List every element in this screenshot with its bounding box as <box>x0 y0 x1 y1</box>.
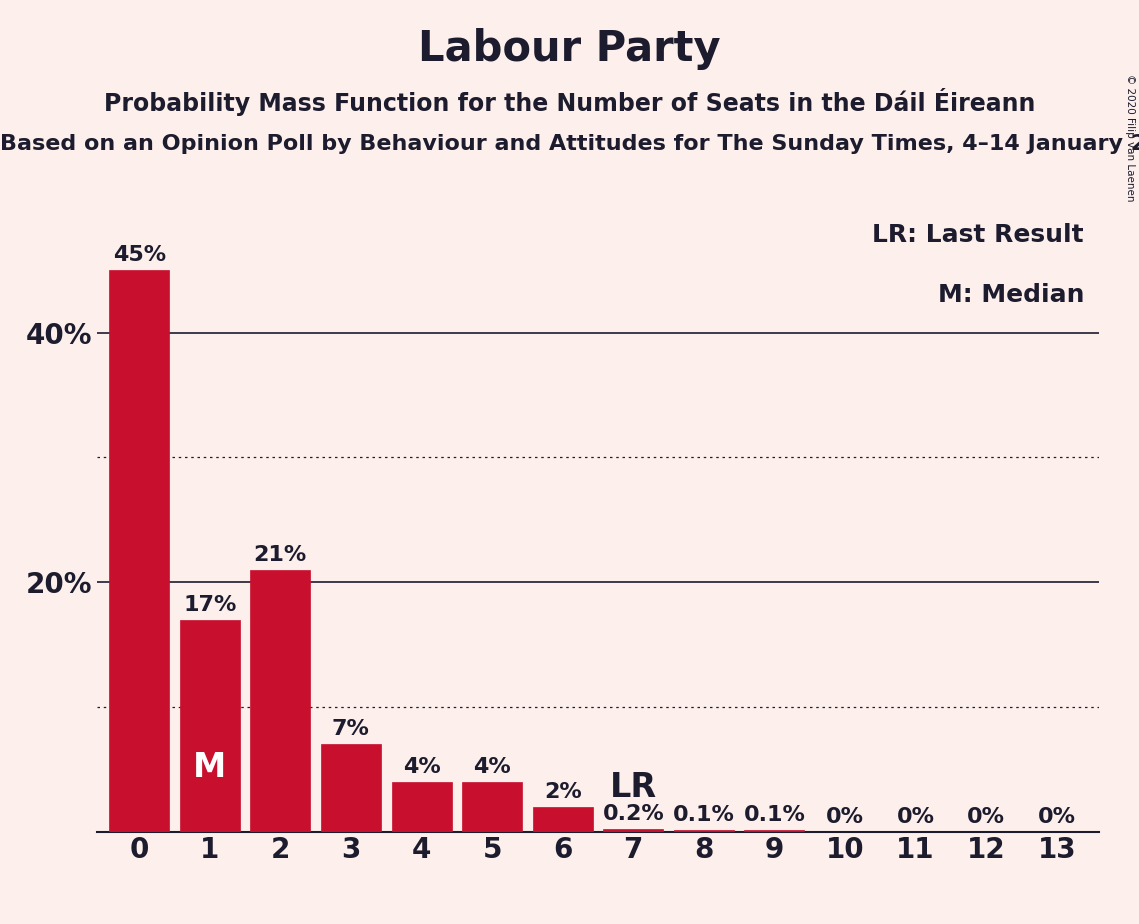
Text: 0.2%: 0.2% <box>603 804 664 824</box>
Text: 45%: 45% <box>113 245 166 265</box>
Bar <box>180 620 239 832</box>
Text: © 2020 Filip van Laenen: © 2020 Filip van Laenen <box>1125 74 1134 201</box>
Text: M: Median: M: Median <box>937 283 1084 307</box>
Text: 21%: 21% <box>254 544 308 565</box>
Text: 0.1%: 0.1% <box>673 806 735 825</box>
Bar <box>462 782 522 832</box>
Bar <box>251 569 310 832</box>
Text: 7%: 7% <box>331 719 370 739</box>
Text: 0%: 0% <box>967 807 1006 827</box>
Text: LR: LR <box>609 772 657 804</box>
Text: Labour Party: Labour Party <box>418 28 721 69</box>
Bar <box>109 270 170 832</box>
Bar <box>674 831 734 832</box>
Text: 17%: 17% <box>183 594 237 614</box>
Text: Probability Mass Function for the Number of Seats in the Dáil Éireann: Probability Mass Function for the Number… <box>104 88 1035 116</box>
Bar <box>604 829 663 832</box>
Text: M: M <box>194 751 227 784</box>
Text: 4%: 4% <box>402 757 441 777</box>
Text: 4%: 4% <box>473 757 511 777</box>
Text: 0%: 0% <box>896 807 935 827</box>
Bar <box>745 831 804 832</box>
Text: 0%: 0% <box>1038 807 1075 827</box>
Text: LR: Last Result: LR: Last Result <box>872 224 1084 248</box>
Text: Based on an Opinion Poll by Behaviour and Attitudes for The Sunday Times, 4–14 J: Based on an Opinion Poll by Behaviour an… <box>0 134 1139 154</box>
Text: 0.1%: 0.1% <box>744 806 805 825</box>
Bar <box>392 782 451 832</box>
Bar <box>321 745 380 832</box>
Bar <box>533 807 592 832</box>
Text: 2%: 2% <box>543 782 582 802</box>
Text: 0%: 0% <box>826 807 865 827</box>
